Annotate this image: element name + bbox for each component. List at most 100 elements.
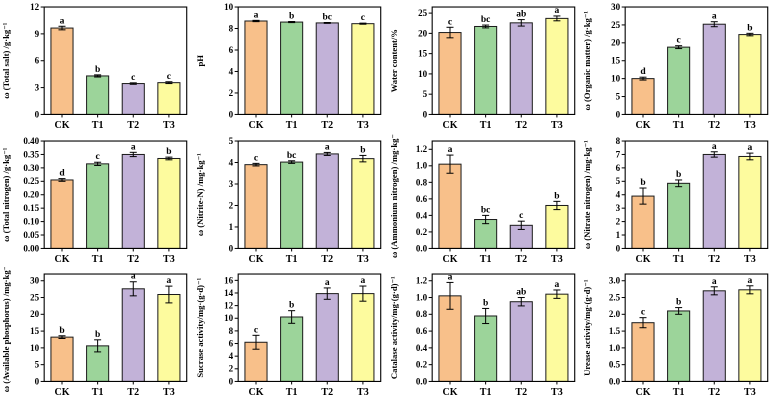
bar-t2 bbox=[703, 24, 725, 114]
y-tick-label: 10 bbox=[30, 343, 40, 353]
y-tick-label: 1 bbox=[616, 229, 621, 239]
y-axis-label: Catalase activity/mg·(g·d)⁻¹ bbox=[389, 276, 399, 379]
bar-t3 bbox=[545, 18, 567, 114]
y-tick-label: 1.2 bbox=[415, 144, 427, 154]
x-tick-label: T3 bbox=[744, 254, 756, 265]
y-tick-label: 0.40 bbox=[23, 135, 39, 145]
significance-letter: a bbox=[748, 143, 753, 153]
y-tick-label: 0.0 bbox=[415, 243, 427, 253]
significance-letter: a bbox=[131, 272, 136, 282]
chart-nitrate-nitrogen: 012345678ω (Nitrate nitrogen) /mg·kg⁻¹bC… bbox=[581, 134, 775, 268]
x-tick-label: CK bbox=[636, 254, 651, 265]
y-tick-label: 8 bbox=[228, 23, 233, 33]
y-tick-label: 20 bbox=[30, 309, 40, 319]
bar-t1 bbox=[280, 22, 302, 114]
y-tick-label: 3 bbox=[616, 203, 621, 213]
significance-letter: b bbox=[554, 191, 559, 201]
y-tick-label: 0 bbox=[616, 109, 621, 119]
bar-t2 bbox=[122, 154, 144, 248]
bar-t1 bbox=[474, 26, 496, 114]
y-tick-label: 1 bbox=[228, 221, 233, 231]
x-tick-label: CK bbox=[248, 120, 263, 131]
x-tick-label: CK bbox=[54, 120, 69, 131]
x-tick-label: T2 bbox=[515, 254, 527, 265]
x-tick-label: T1 bbox=[479, 387, 491, 398]
x-tick-label: T2 bbox=[709, 254, 721, 265]
y-tick-label: 1.5 bbox=[609, 326, 621, 336]
y-tick-label: 0.10 bbox=[23, 216, 39, 226]
y-tick-label: 0.4 bbox=[415, 343, 427, 353]
x-tick-label: T1 bbox=[286, 387, 298, 398]
y-tick-label: 0.5 bbox=[609, 360, 621, 370]
y-tick-label: 15 bbox=[30, 326, 40, 336]
y-tick-label: 1.2 bbox=[415, 276, 427, 286]
x-tick-label: T1 bbox=[286, 120, 298, 131]
significance-letter: c bbox=[677, 36, 681, 46]
y-axis-label: ω (Nitrite-N) /mg·kg⁻¹ bbox=[195, 152, 205, 235]
y-tick-label: 1.0 bbox=[415, 292, 427, 302]
x-tick-label: T2 bbox=[515, 387, 527, 398]
x-tick-label: CK bbox=[442, 387, 457, 398]
chart-organic-matter: 051015202530ω (Organic matter) /g·kg⁻¹dC… bbox=[581, 0, 775, 134]
significance-letter: a bbox=[447, 145, 452, 155]
x-tick-label: T3 bbox=[163, 387, 175, 398]
y-tick-label: 30 bbox=[30, 276, 40, 286]
chart-svg: 012345678ω (Nitrate nitrogen) /mg·kg⁻¹bC… bbox=[581, 134, 775, 268]
significance-letter: a bbox=[554, 280, 559, 290]
y-tick-label: 25 bbox=[611, 20, 621, 30]
chart-svg: 0.00.20.40.60.81.01.2ω (Ammonium nitroge… bbox=[388, 134, 582, 268]
y-tick-label: 5 bbox=[35, 360, 40, 370]
significance-letter: a bbox=[325, 142, 330, 152]
y-tick-label: 16 bbox=[224, 275, 234, 285]
x-tick-label: T3 bbox=[744, 120, 756, 131]
x-tick-label: T2 bbox=[321, 120, 333, 131]
y-tick-label: 0 bbox=[422, 109, 427, 119]
x-tick-label: CK bbox=[54, 254, 69, 265]
y-tick-label: 6 bbox=[616, 162, 621, 172]
chart-sucrase-activity: 0246810121416Sucrase activity/mg·(g·d)⁻¹… bbox=[194, 267, 388, 401]
chart-svg: 0.00.20.40.60.81.01.2Catalase activity/m… bbox=[388, 267, 582, 401]
y-axis-label: ω (Nitrate nitrogen) /mg·kg⁻¹ bbox=[582, 139, 592, 248]
bar-t2 bbox=[316, 23, 338, 115]
significance-letter: a bbox=[131, 142, 136, 152]
bar-t1 bbox=[474, 316, 496, 381]
chart-svg: 0.000.050.100.150.200.250.300.350.40ω (T… bbox=[0, 134, 194, 268]
bar-t1 bbox=[668, 183, 690, 248]
y-tick-label: 15 bbox=[611, 56, 621, 66]
y-tick-label: 6 bbox=[35, 56, 40, 66]
y-tick-label: 3 bbox=[228, 178, 233, 188]
bar-t3 bbox=[352, 24, 374, 115]
y-tick-label: 12 bbox=[30, 2, 40, 12]
y-tick-label: 2 bbox=[616, 216, 621, 226]
bar-t2 bbox=[510, 23, 532, 115]
bar-t2 bbox=[703, 291, 725, 382]
significance-letter: b bbox=[166, 147, 171, 157]
x-tick-label: CK bbox=[54, 387, 69, 398]
significance-letter: b bbox=[59, 326, 64, 336]
bar-ck bbox=[51, 179, 73, 247]
bar-t2 bbox=[122, 84, 144, 115]
y-tick-label: 1.0 bbox=[415, 160, 427, 170]
significance-letter: b bbox=[289, 12, 294, 22]
y-tick-label: 5 bbox=[228, 135, 233, 145]
x-tick-label: T1 bbox=[479, 120, 491, 131]
x-tick-label: T3 bbox=[357, 387, 369, 398]
chart-svg: 0510152025Water content/%cCKbcT1abT2aT3 bbox=[388, 0, 582, 134]
significance-letter: bc bbox=[480, 205, 490, 215]
y-tick-label: 10 bbox=[224, 313, 234, 323]
y-tick-label: 6 bbox=[228, 45, 233, 55]
significance-letter: b bbox=[95, 65, 100, 75]
bar-t1 bbox=[280, 317, 302, 381]
chart-catalase-activity: 0.00.20.40.60.81.01.2Catalase activity/m… bbox=[388, 267, 582, 401]
x-tick-label: T3 bbox=[357, 120, 369, 131]
significance-letter: a bbox=[360, 276, 365, 286]
x-tick-label: CK bbox=[442, 254, 457, 265]
y-tick-label: 10 bbox=[611, 74, 621, 84]
chart-ph: 0246810pHaCKbT1bcT2cT3 bbox=[194, 0, 388, 134]
y-tick-label: 5 bbox=[422, 89, 427, 99]
bar-t1 bbox=[668, 47, 690, 114]
x-tick-label: T3 bbox=[551, 387, 563, 398]
y-tick-label: 2.5 bbox=[609, 292, 621, 302]
x-tick-label: T3 bbox=[163, 120, 175, 131]
x-tick-label: T1 bbox=[673, 387, 685, 398]
